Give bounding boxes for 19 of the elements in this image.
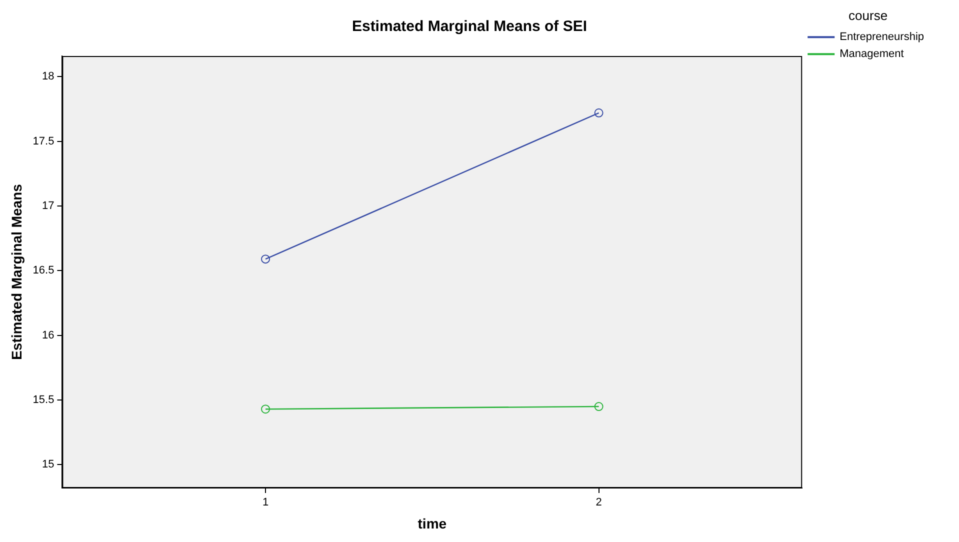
y-tick-label: 18 [42, 70, 54, 83]
y-tick-label: 15 [42, 458, 54, 471]
x-axis-title: time [418, 515, 447, 532]
y-tick-label: 16.5 [32, 264, 54, 277]
x-tick-label: 2 [596, 496, 602, 509]
point [261, 254, 270, 264]
y-tick-label: 17 [42, 200, 54, 212]
chart-title: Estimated Marginal Means of SEI [352, 18, 588, 36]
y-axis-title: Estimated Marginal Means [8, 184, 24, 360]
point [594, 402, 604, 412]
point [261, 404, 270, 414]
y-tick-label: 16 [42, 329, 54, 342]
y-tick-label: 17.5 [32, 135, 54, 148]
legend-label: Entrepreneurship [840, 31, 924, 44]
point [594, 108, 604, 118]
legend-label: Management [840, 48, 904, 60]
y-tick-label: 15.5 [32, 394, 54, 406]
x-tick-label: 1 [262, 496, 269, 509]
legend-title: course [848, 8, 888, 24]
